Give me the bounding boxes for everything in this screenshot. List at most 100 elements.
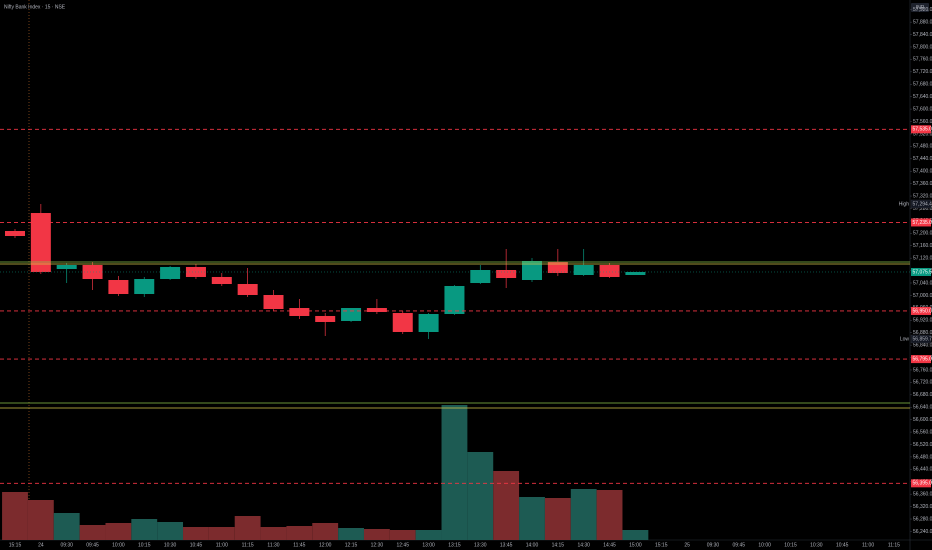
x-tick-label: 09:30 (60, 542, 73, 548)
volume-bar (286, 526, 313, 540)
candle-body (599, 265, 620, 277)
candle-body (573, 265, 594, 275)
candle-body (444, 285, 465, 315)
x-tick-label: 13:45 (500, 542, 513, 548)
candle-body (263, 295, 284, 310)
volume-bar (105, 523, 132, 540)
x-tick-label: 12:45 (396, 542, 409, 548)
volume-bar (234, 516, 261, 540)
y-tick-label: 56,760.00 (913, 367, 932, 373)
y-tick-label: 57,640.00 (913, 94, 932, 100)
last-price-label: 57,075.50 (913, 269, 932, 275)
level-label: 57,235.00 (913, 220, 932, 226)
volume-bar (415, 530, 442, 540)
candle-body (5, 230, 25, 236)
y-tick-label: 57,800.00 (913, 44, 932, 50)
candle-body (160, 266, 181, 280)
x-tick-label: 15:15 (655, 542, 668, 548)
x-tick-label: 14:45 (603, 542, 616, 548)
volume-bar (493, 471, 520, 540)
y-tick-label: 56,920.00 (913, 318, 932, 324)
x-tick-label: 11:45 (293, 542, 305, 548)
y-tick-label: 56,360.00 (913, 492, 932, 498)
y-tick-label: 57,880.00 (913, 19, 932, 25)
y-tick-label: 56,440.00 (913, 467, 932, 473)
y-tick-label: 57,760.00 (913, 57, 932, 63)
marker-name: High (899, 201, 910, 207)
candle-body (315, 315, 336, 322)
candle-body (392, 313, 413, 332)
y-tick-label: 57,320.00 (913, 193, 932, 199)
currency-box (911, 3, 929, 12)
level-label-box (911, 306, 931, 315)
x-tick-label: 15:00 (629, 542, 642, 548)
y-tick-label: 57,480.00 (913, 144, 932, 150)
x-tick-label: 10:30 (810, 542, 823, 548)
marker-name: Low (900, 336, 910, 342)
y-tick-label: 57,280.00 (913, 206, 932, 212)
x-tick-label: 14:15 (552, 542, 565, 548)
level-label-box (911, 125, 931, 134)
volume-bar (157, 522, 184, 540)
candle-body (366, 308, 387, 312)
candle-body (82, 265, 103, 280)
marker-box (910, 199, 932, 209)
volume-bar (208, 527, 235, 540)
candle-body (56, 265, 77, 270)
y-tick-label: 56,560.00 (913, 429, 932, 435)
volume-bar (53, 513, 80, 540)
x-tick-label: 11:00 (862, 542, 874, 548)
volume-bar (570, 489, 597, 540)
last-price-box (911, 267, 931, 276)
y-tick-label: 56,600.00 (913, 417, 932, 423)
volume-bar (131, 519, 158, 540)
x-tick-label: 14:00 (526, 542, 539, 548)
y-tick-label: 56,840.00 (913, 342, 932, 348)
y-tick-label: 57,200.00 (913, 231, 932, 237)
x-tick-label: 13:15 (448, 542, 461, 548)
level-label-box (911, 218, 931, 227)
x-tick-label: 25 (684, 542, 690, 548)
volume-bar (338, 528, 364, 540)
x-tick-label: 10:30 (164, 542, 177, 548)
candle-body (211, 276, 232, 285)
x-tick-label: 10:45 (836, 542, 849, 548)
y-tick-label: 57,600.00 (913, 106, 932, 112)
y-tick-label: 56,880.00 (913, 330, 932, 336)
y-tick-label: 56,480.00 (913, 454, 932, 460)
y-tick-label: 56,520.00 (913, 442, 932, 448)
level-label: 56,950.00 (913, 308, 932, 314)
x-tick-label: 10:00 (112, 542, 125, 548)
y-tick-label: 57,120.00 (913, 255, 932, 261)
y-tick-label: 56,680.00 (913, 392, 932, 398)
y-tick-label: 56,320.00 (913, 504, 932, 510)
level-label: 56,395.00 (913, 481, 932, 487)
candle-body (341, 308, 362, 321)
volume-bar (27, 500, 54, 540)
level-label-box (911, 479, 931, 488)
candle-body (30, 213, 51, 272)
candle-body (496, 270, 517, 279)
level-label: 56,795.00 (913, 356, 932, 362)
level-label-box (911, 355, 931, 364)
volume-bar (183, 527, 209, 540)
marker-box (910, 334, 932, 344)
x-tick-label: 14:30 (577, 542, 590, 548)
y-tick-label: 57,440.00 (913, 156, 932, 162)
y-tick-label: 57,920.00 (913, 7, 932, 13)
x-tick-label: 11:00 (216, 542, 228, 548)
x-tick-label: 13:30 (474, 542, 487, 548)
candle-body (522, 260, 542, 280)
x-tick-label: 09:30 (707, 542, 720, 548)
volume-bar (312, 523, 339, 540)
y-tick-label: 57,400.00 (913, 169, 932, 175)
x-tick-label: 11:30 (267, 542, 279, 548)
x-tick-label: 10:00 (758, 542, 771, 548)
y-tick-label: 57,040.00 (913, 280, 932, 286)
candle-body (134, 279, 155, 295)
volume-bar (467, 452, 494, 540)
y-tick-label: 57,360.00 (913, 181, 932, 187)
volume-bar (441, 405, 468, 540)
